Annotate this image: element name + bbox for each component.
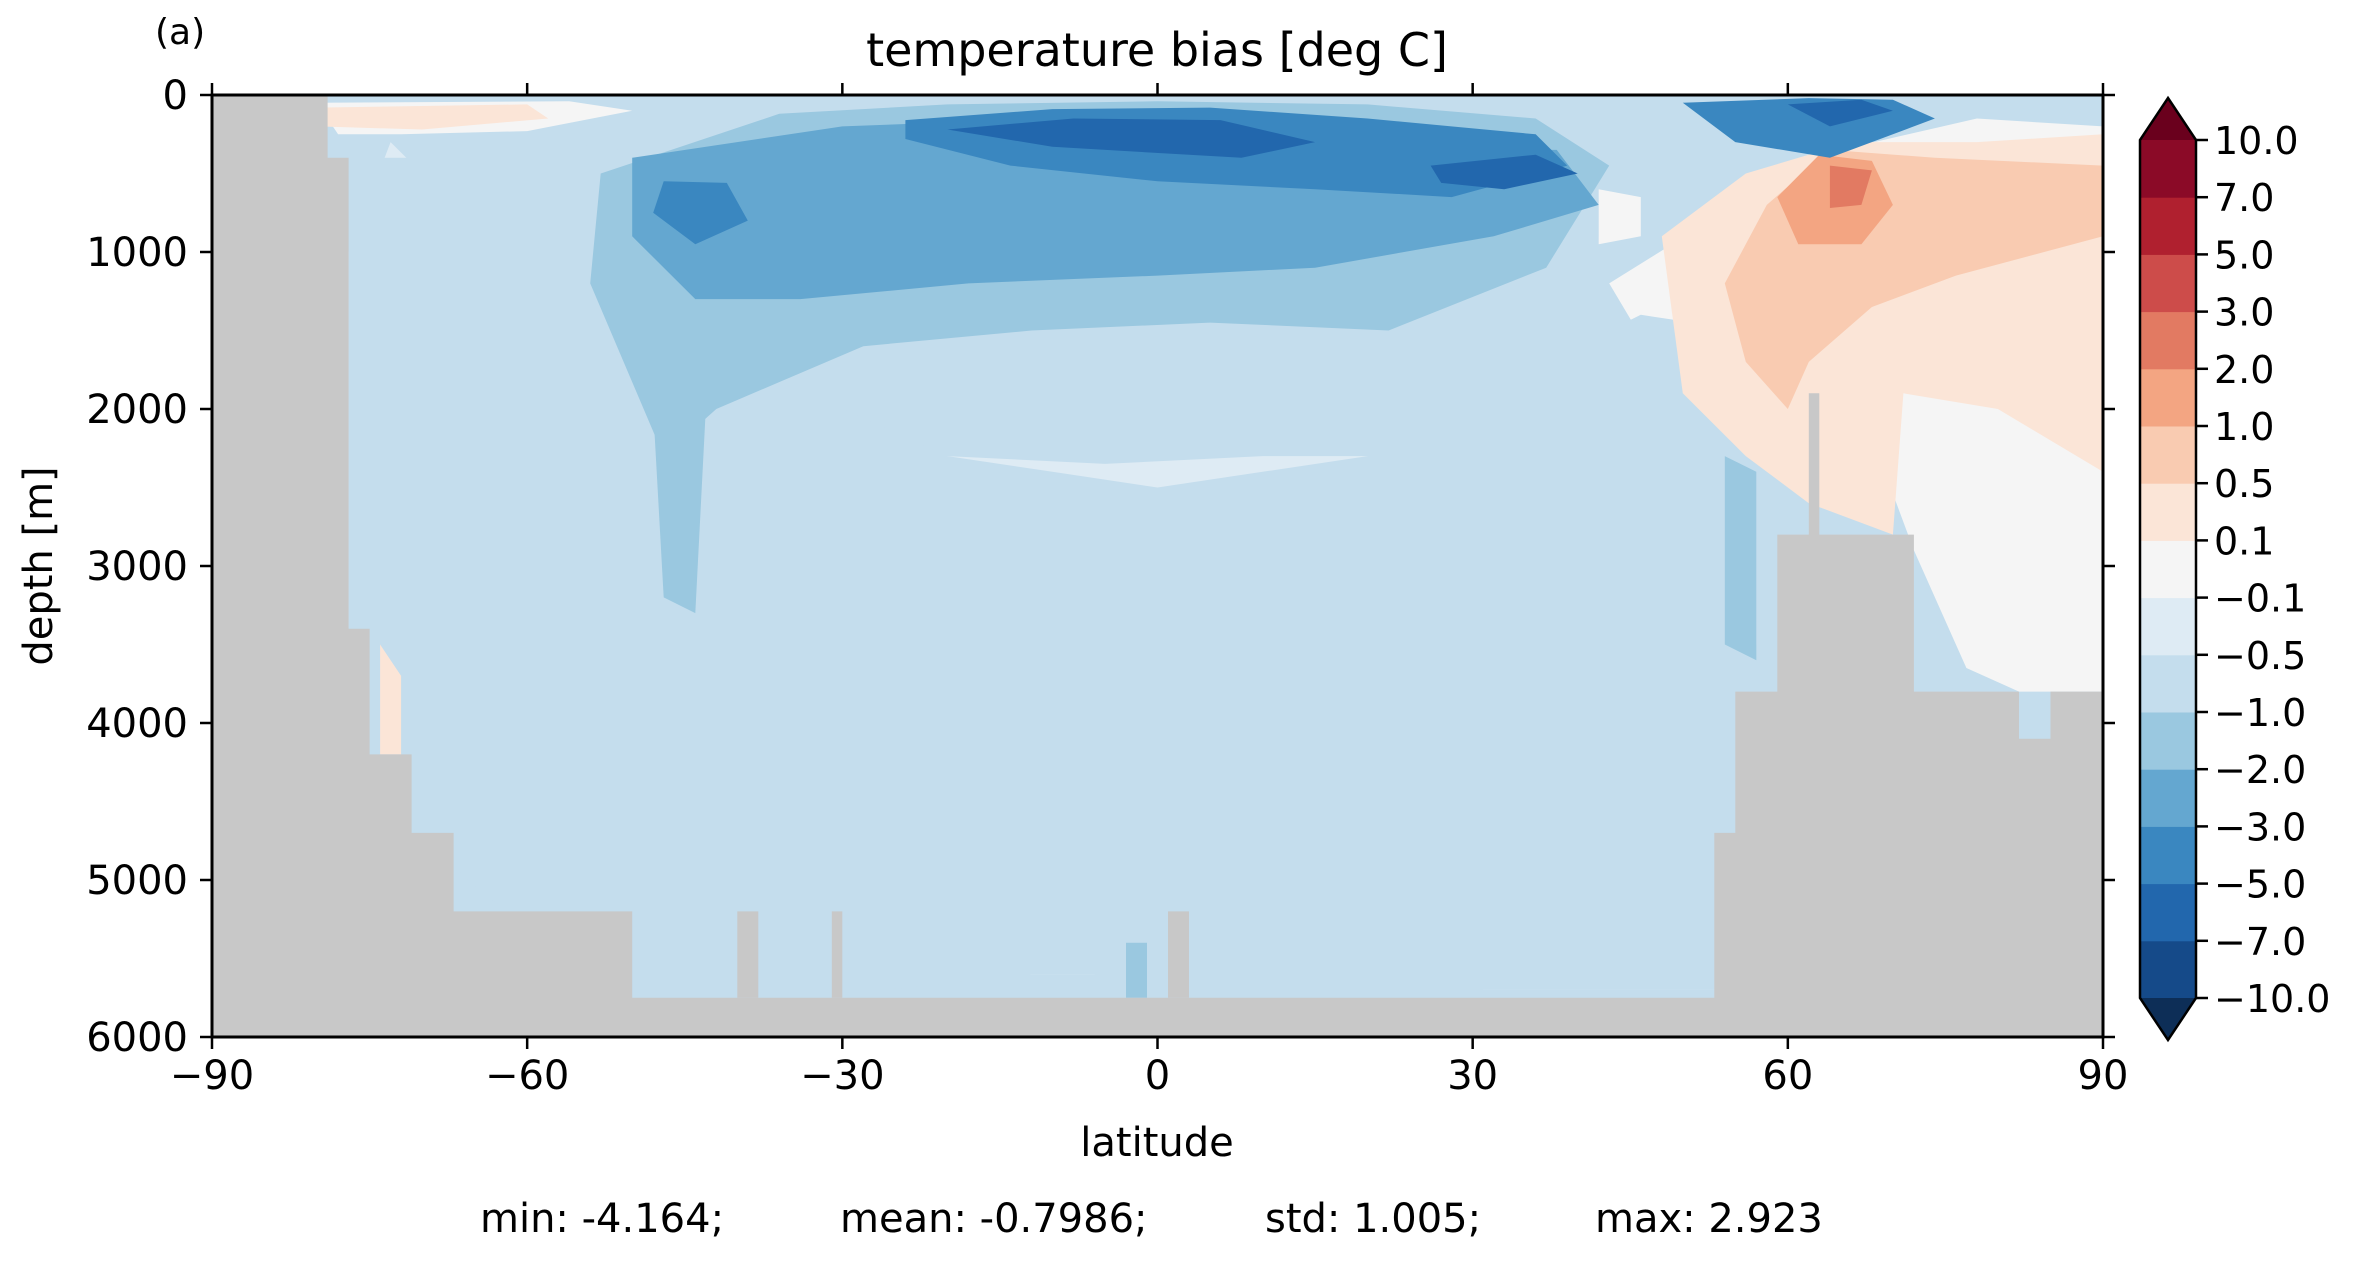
y-tick-label: 3000 bbox=[86, 544, 188, 590]
colorbar-tick-label: −3.0 bbox=[2214, 805, 2306, 849]
stat-max: max: 2.923 bbox=[1595, 1196, 1823, 1242]
contour-region bbox=[1430, 154, 1578, 190]
land-region bbox=[831, 911, 843, 998]
x-axis-label: latitude bbox=[1080, 1120, 1233, 1166]
land-region bbox=[737, 911, 759, 998]
colorbar-tick-label: −7.0 bbox=[2214, 920, 2306, 964]
y-tick-label: 5000 bbox=[86, 858, 188, 904]
contour-region bbox=[653, 181, 748, 245]
colorbar-segment bbox=[2140, 426, 2196, 484]
x-tick-label: −60 bbox=[485, 1053, 569, 1099]
colorbar-segment bbox=[2140, 597, 2196, 656]
colorbar-segment bbox=[2140, 654, 2196, 713]
contour-region bbox=[1787, 99, 1893, 127]
contour-region bbox=[380, 644, 402, 755]
colorbar-tick-label: 5.0 bbox=[2214, 233, 2274, 277]
x-axis: −90 −60 −30 0 30 60 90 bbox=[170, 83, 2129, 1099]
chart-title: temperature bias [deg C] bbox=[866, 23, 1448, 77]
colorbar-segment bbox=[2140, 712, 2196, 770]
colorbar-segment bbox=[2140, 254, 2196, 313]
colorbar-tick-label: 0.5 bbox=[2214, 462, 2274, 506]
stat-std: std: 1.005; bbox=[1265, 1196, 1482, 1242]
land-region bbox=[1168, 911, 1189, 998]
y-tick-label: 4000 bbox=[86, 701, 188, 747]
panel-label: (a) bbox=[155, 12, 205, 53]
contour-region bbox=[1598, 189, 1641, 245]
x-tick-label: 0 bbox=[1145, 1053, 1170, 1099]
x-tick-label: 30 bbox=[1447, 1053, 1498, 1099]
x-tick-label: 90 bbox=[2078, 1053, 2129, 1099]
colorbar-tick-label: 7.0 bbox=[2214, 176, 2274, 220]
y-tick-label: 0 bbox=[163, 73, 188, 119]
colorbar-extend-max bbox=[2140, 98, 2196, 140]
contour-region bbox=[1126, 942, 1147, 998]
contour-region bbox=[947, 118, 1316, 158]
x-tick-label: −30 bbox=[800, 1053, 884, 1099]
y-tick-label: 6000 bbox=[86, 1015, 188, 1061]
stat-mean: mean: -0.7986; bbox=[840, 1196, 1148, 1242]
y-tick-label: 2000 bbox=[86, 387, 188, 433]
contour-region bbox=[1724, 456, 1757, 661]
x-tick-label: −90 bbox=[170, 1053, 254, 1099]
colorbar: −10.0 −7.0 −5.0 −3.0 −2.0 −1.0 −0.5 −0.1 0.1 0.5 1… bbox=[2138, 95, 2330, 1043]
temperature-field bbox=[212, 95, 2103, 1037]
colorbar-extend-min bbox=[2140, 998, 2196, 1040]
colorbar-segment bbox=[2140, 940, 2196, 999]
colorbar-tick-label: −0.5 bbox=[2214, 634, 2306, 678]
colorbar-tick-label: −1.0 bbox=[2214, 691, 2306, 735]
colorbar-segment bbox=[2140, 311, 2196, 370]
contour-region bbox=[1829, 165, 1872, 208]
colorbar-segment bbox=[2140, 197, 2196, 255]
colorbar-segment bbox=[2140, 826, 2196, 885]
contour-region bbox=[317, 104, 549, 130]
colorbar-segment bbox=[2140, 483, 2196, 541]
land-mask bbox=[212, 95, 2103, 1037]
y-axis: 0 1000 2000 3000 4000 5000 6000 bbox=[86, 73, 2115, 1061]
y-tick-label: 1000 bbox=[86, 230, 188, 276]
colorbar-segment bbox=[2140, 883, 2196, 942]
colorbar-tick-label: 0.1 bbox=[2214, 519, 2274, 563]
colorbar-tick-label: −2.0 bbox=[2214, 748, 2306, 792]
contour-region bbox=[653, 409, 706, 614]
colorbar-segment bbox=[2140, 368, 2196, 427]
colorbar-tick-label: 1.0 bbox=[2214, 405, 2274, 449]
colorbar-segment bbox=[2140, 769, 2196, 827]
colorbar-tick-label: −0.1 bbox=[2214, 577, 2306, 621]
stat-min: min: -4.164; bbox=[480, 1196, 725, 1242]
colorbar-tick-label: −10.0 bbox=[2214, 977, 2330, 1021]
y-axis-label: depth [m] bbox=[16, 466, 62, 665]
land-region bbox=[212, 95, 2103, 1037]
colorbar-tick-label: 2.0 bbox=[2214, 348, 2274, 392]
colorbar-segment bbox=[2140, 140, 2196, 198]
contour-region bbox=[348, 142, 1851, 990]
colorbar-tick-label: 3.0 bbox=[2214, 291, 2274, 335]
colorbar-segment bbox=[2140, 540, 2196, 599]
colorbar-tick-label: 10.0 bbox=[2214, 119, 2299, 163]
colorbar-tick-label: −5.0 bbox=[2214, 863, 2306, 907]
x-tick-label: 60 bbox=[1762, 1053, 1813, 1099]
